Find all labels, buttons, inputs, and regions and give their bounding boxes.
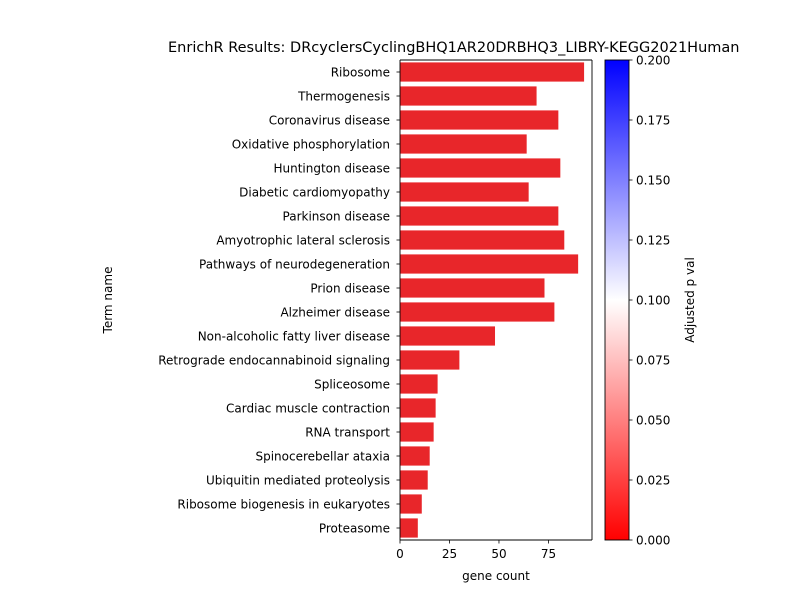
term-label: Cardiac muscle contraction <box>226 402 390 416</box>
term-label: Proteasome <box>319 522 390 536</box>
bar <box>400 158 561 178</box>
bar <box>400 494 422 514</box>
term-label: Alzheimer disease <box>280 306 390 320</box>
term-label: Huntington disease <box>273 162 390 176</box>
term-label: Pathways of neurodegeneration <box>199 258 390 272</box>
term-label: Diabetic cardiomyopathy <box>239 186 390 200</box>
term-label: Ubiquitin mediated proteolysis <box>206 474 390 488</box>
term-label: Non-alcoholic fatty liver disease <box>198 330 390 344</box>
bar <box>400 446 430 466</box>
colorbar-gradient <box>604 59 630 541</box>
y-axis-label: Term name <box>101 267 115 335</box>
term-label: Ribosome <box>331 66 390 80</box>
bar <box>400 302 555 322</box>
chart-title: EnrichR Results: DRcyclersCyclingBHQ1AR2… <box>168 40 739 56</box>
term-label: Prion disease <box>310 282 390 296</box>
plot-area: Ribosome Thermogenesis Coronavirus disease… <box>158 59 593 561</box>
bars <box>400 62 585 538</box>
bar <box>400 518 418 538</box>
bar <box>400 62 585 82</box>
bar <box>400 110 559 130</box>
bar <box>400 182 529 202</box>
term-label: Spinocerebellar ataxia <box>255 450 390 464</box>
term-labels: Ribosome Thermogenesis Coronavirus disease… <box>158 66 400 536</box>
term-label: Retrograde endocannabinoid signaling <box>158 354 390 368</box>
colorbar: 0.000 0.025 0.050 0.075 0.100 0.125 0.150 0.175… <box>604 54 697 548</box>
term-label: Oxidative phosphorylation <box>232 138 390 152</box>
bar <box>400 398 436 418</box>
x-axis-label: gene count <box>462 569 530 583</box>
colorbar-tick-label: 0.150 <box>636 174 670 188</box>
colorbar-tick-label: 0.050 <box>636 414 670 428</box>
colorbar-tick-label: 0.100 <box>636 294 670 308</box>
bar <box>400 350 460 370</box>
bar <box>400 326 496 346</box>
colorbar-label: Adjusted p val <box>683 257 697 343</box>
bar <box>400 86 537 106</box>
colorbar-tick-label: 0.075 <box>636 354 670 368</box>
bar <box>400 230 565 250</box>
term-label: Amyotrophic lateral sclerosis <box>216 234 390 248</box>
colorbar-ticks: 0.000 0.025 0.050 0.075 0.100 0.125 0.150 0.175… <box>629 54 670 548</box>
term-label: Thermogenesis <box>297 90 390 104</box>
bar <box>400 422 434 442</box>
colorbar-tick-label: 0.200 <box>636 54 670 68</box>
term-label: Parkinson disease <box>283 210 390 224</box>
colorbar-tick-label: 0.000 <box>636 534 670 548</box>
colorbar-tick-label: 0.125 <box>636 234 670 248</box>
bar <box>400 206 559 226</box>
bar <box>400 134 527 154</box>
x-tick-label: 50 <box>491 547 506 561</box>
colorbar-tick-label: 0.025 <box>636 474 670 488</box>
x-axis-ticks: 0 25 50 75 <box>396 540 556 561</box>
colorbar-tick-label: 0.175 <box>636 114 670 128</box>
bar <box>400 470 428 490</box>
bar <box>400 374 438 394</box>
term-label: Spliceosome <box>314 378 390 392</box>
bar <box>400 254 579 274</box>
term-label: Ribosome biogenesis in eukaryotes <box>177 498 390 512</box>
term-label: Coronavirus disease <box>269 114 390 128</box>
x-tick-label: 75 <box>541 547 556 561</box>
term-label: RNA transport <box>305 426 390 440</box>
bar <box>400 278 545 298</box>
x-tick-label: 25 <box>442 547 457 561</box>
x-tick-label: 0 <box>396 547 404 561</box>
